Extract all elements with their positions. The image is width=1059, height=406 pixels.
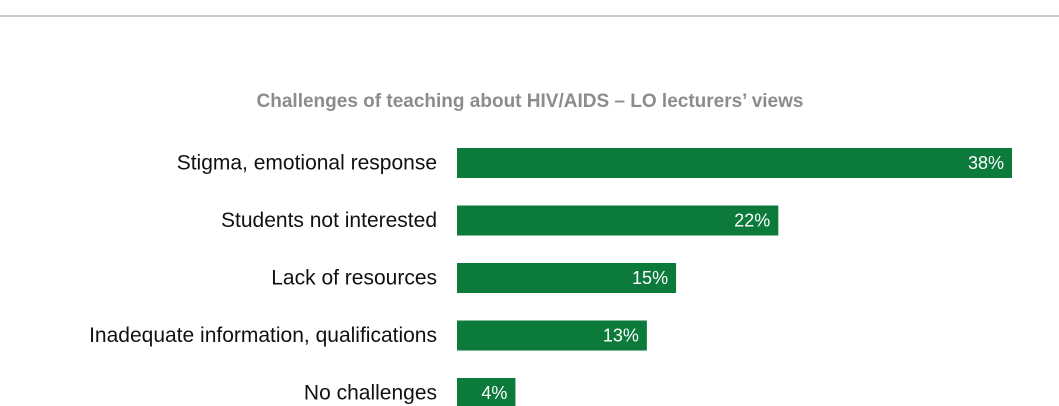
value-label: 13%	[603, 325, 639, 345]
value-label: 22%	[734, 210, 770, 230]
value-label: 4%	[481, 383, 507, 403]
category-label: Students not interested	[221, 209, 437, 232]
category-label: Stigma, emotional response	[177, 152, 437, 175]
category-label: Inadequate information, qualifications	[89, 324, 437, 347]
value-label: 38%	[968, 153, 1004, 173]
category-label: Lack of resources	[271, 267, 437, 290]
category-label: No challenges	[304, 382, 437, 405]
bar	[457, 320, 647, 351]
bar	[457, 378, 516, 406]
value-label: 15%	[632, 268, 668, 288]
bar	[457, 263, 677, 293]
chart-title: Challenges of teaching about HIV/AIDS – …	[257, 91, 804, 112]
bar	[457, 205, 779, 236]
bar	[457, 148, 1012, 178]
